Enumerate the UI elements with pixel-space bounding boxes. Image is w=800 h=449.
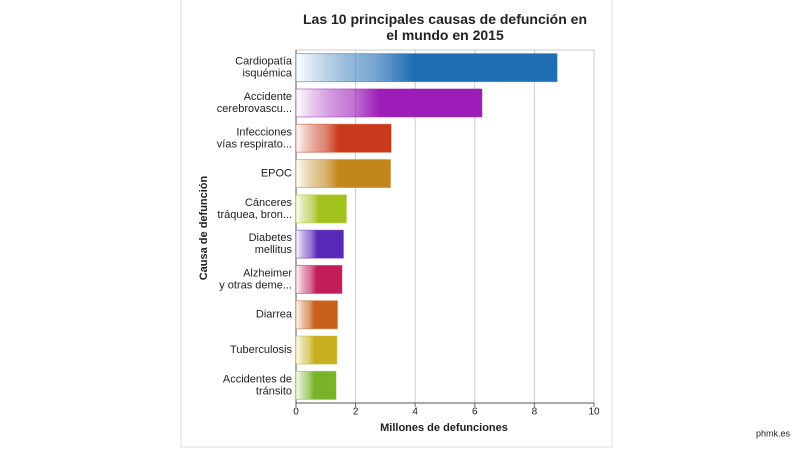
y-tick-label: Tuberculosis bbox=[230, 344, 292, 356]
y-tick-label: Alzheimer y otras deme... bbox=[219, 267, 292, 291]
bar bbox=[295, 194, 347, 224]
bar bbox=[295, 300, 338, 330]
x-tick-label: 4 bbox=[412, 407, 418, 418]
bar bbox=[295, 264, 343, 294]
y-tick-label: EPOC bbox=[261, 167, 292, 179]
x-tick-label: 0 bbox=[293, 407, 299, 418]
bar bbox=[295, 53, 558, 83]
x-tick-label: 8 bbox=[532, 407, 538, 418]
x-tick-label: 6 bbox=[472, 407, 478, 418]
y-tick-label: Accidente cerebrovascu... bbox=[217, 91, 292, 115]
bar bbox=[295, 229, 344, 259]
bar bbox=[295, 88, 483, 118]
chart-title: Las 10 principales causas de defunción e… bbox=[303, 11, 587, 43]
watermark: phmk.es bbox=[756, 428, 791, 438]
bar bbox=[295, 123, 392, 153]
y-tick-label: Diabetes mellitus bbox=[249, 232, 293, 256]
x-axis-label: Millones de defunciones bbox=[380, 422, 508, 434]
y-axis-label: Causa de defunción bbox=[198, 175, 210, 280]
bar bbox=[295, 159, 391, 189]
x-tick-label: 2 bbox=[353, 407, 359, 418]
y-tick-label: Cánceres tráquea, bron... bbox=[217, 197, 292, 221]
bar bbox=[295, 370, 337, 400]
bar bbox=[295, 335, 338, 365]
y-tick-label: Diarrea bbox=[256, 309, 293, 321]
y-tick-label: Cardiopatía isquémica bbox=[235, 56, 293, 80]
y-tick-label: Accidentes de tránsito bbox=[223, 373, 292, 397]
x-tick-label: 10 bbox=[588, 407, 600, 418]
y-tick-label: Infecciones vías respirato... bbox=[217, 126, 293, 150]
